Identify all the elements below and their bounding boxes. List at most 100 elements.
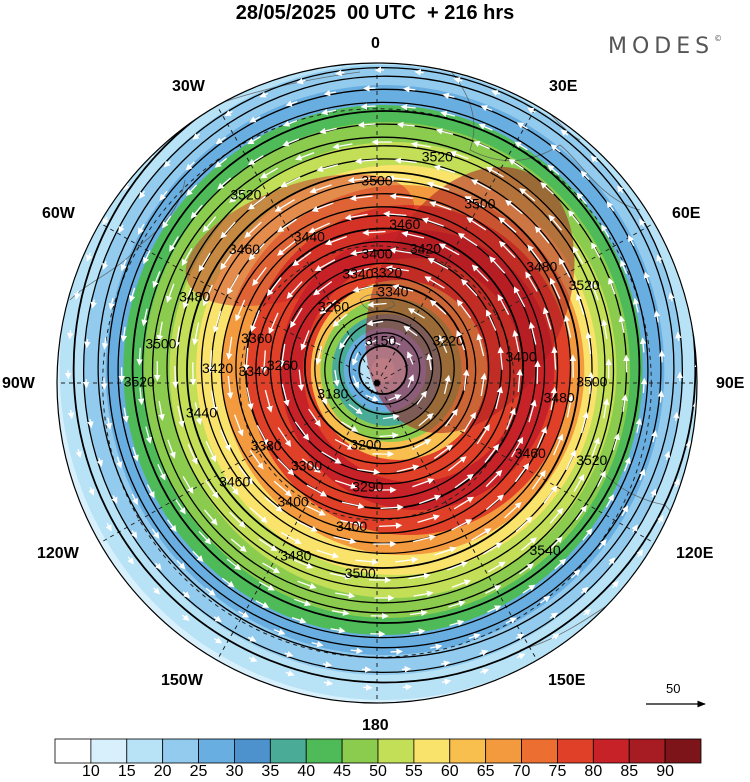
height-contour [289, 275, 477, 465]
wind-arrow [182, 476, 194, 494]
contour-label: 3290 [352, 478, 383, 494]
wind-arrow [601, 224, 610, 238]
wind-arrow [282, 119, 298, 127]
wind-arrow [192, 133, 201, 140]
wind-arrow [296, 520, 318, 532]
wind-arrow [441, 660, 451, 667]
wind-arrow [214, 637, 223, 644]
wind-arrow [260, 167, 279, 179]
wind-arrow [505, 617, 517, 624]
height-contour [348, 332, 421, 405]
wind-arrow [296, 78, 306, 85]
contour-label: 3500 [464, 196, 495, 212]
wind-arrow [131, 493, 138, 506]
wind-arrow [378, 522, 403, 529]
wind-arrow [363, 85, 376, 92]
wind-arrow [506, 407, 516, 430]
wind-arrow [673, 478, 680, 488]
wind-arrow [227, 274, 240, 295]
wind-arrow [352, 352, 359, 366]
wind-arrow [220, 221, 236, 239]
wind-arrow [549, 507, 564, 524]
wind-arrow [598, 539, 607, 550]
colorbar-swatch [628, 738, 666, 764]
colorbar-swatch [557, 738, 594, 764]
wind-arrow [657, 390, 665, 403]
wind-arrow [498, 240, 516, 259]
wind-arrow [515, 516, 533, 532]
wind-arrow [580, 411, 589, 434]
height-contour [151, 136, 615, 604]
wind-arrow [176, 560, 186, 570]
wind-arrow [84, 338, 91, 349]
wind-arrow [606, 201, 615, 212]
wind-arrow [280, 176, 301, 188]
wind-arrow [527, 244, 542, 264]
colorbar-tick-label: 35 [261, 763, 280, 780]
wind-arrow [355, 53, 363, 54]
wind-arrow [389, 247, 413, 254]
wind-arrow [88, 486, 95, 496]
wind-arrow [639, 218, 646, 227]
contour-label: 3440 [186, 405, 217, 421]
colorbar-tick-label: 20 [153, 763, 172, 780]
wind-arrow [285, 100, 298, 107]
wind-arrow [205, 440, 217, 463]
wind-arrow [362, 229, 386, 236]
wind-arrow [313, 280, 333, 296]
wind-arrow [476, 424, 490, 445]
wind-arrow [522, 584, 536, 594]
wind-arrow [247, 635, 257, 642]
wind-arrow [332, 143, 353, 150]
wind-arrow [206, 100, 215, 107]
wind-arrow [309, 184, 332, 194]
wind-arrow [300, 330, 310, 351]
wind-arrow [130, 530, 138, 539]
wind-arrow [543, 96, 552, 103]
colorbar-tick-label: 25 [189, 763, 208, 780]
wind-arrow [675, 331, 682, 341]
wind-arrow [311, 202, 334, 212]
wind-arrow [331, 609, 350, 616]
contour-label: 3420 [202, 360, 233, 376]
wind-arrow [479, 649, 489, 656]
height-contour [220, 206, 546, 534]
wind-arrow [471, 63, 481, 70]
colorbar-swatch [162, 738, 199, 764]
wind-arrow [402, 683, 413, 691]
wind-arrow [105, 522, 112, 532]
wind-arrow [354, 157, 378, 165]
map-title: 28/05/2025 00 UTC + 216 hrs [235, 2, 515, 24]
wind-arrow [516, 122, 528, 130]
contour-label: 3400 [505, 348, 536, 364]
wind-arrow [226, 375, 234, 400]
wind-arrow [454, 473, 474, 489]
wind-arrow [277, 218, 297, 233]
wind-arrow [128, 287, 136, 303]
contour-label: 3480 [544, 390, 575, 406]
wind-arrow [489, 256, 506, 274]
wind-arrow [390, 648, 403, 655]
wind-arrow [430, 643, 443, 651]
height-contour [303, 284, 469, 450]
wind-arrow [612, 580, 619, 589]
wind-arrow [512, 329, 520, 353]
wind-arrow [410, 141, 431, 148]
height-contour [107, 88, 662, 649]
wind-arrow [606, 145, 613, 153]
wind-arrow [468, 633, 481, 640]
wind-arrow [639, 468, 646, 481]
contour-label: 3520 [124, 374, 155, 390]
wind-arrow [542, 307, 552, 330]
wind-arrow [137, 223, 145, 235]
wind-arrow [576, 192, 587, 205]
wind-arrow [487, 561, 506, 573]
wind-arrow [330, 627, 346, 634]
height-contour [166, 145, 606, 589]
colorbar-swatch [341, 738, 379, 764]
wind-arrow [172, 365, 179, 389]
wind-arrow [137, 387, 145, 406]
wind-arrow [396, 121, 415, 129]
wind-arrow [416, 390, 427, 405]
wind-arrow [136, 347, 143, 366]
